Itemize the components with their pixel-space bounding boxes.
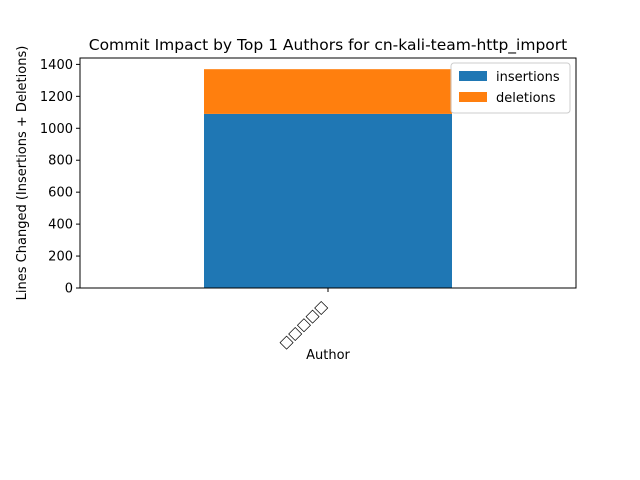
y-tick-label: 1000 [40,122,73,137]
y-axis-label: Lines Changed (Insertions + Deletions) [15,46,30,301]
legend-label-insertions: insertions [496,70,560,85]
y-tick-label: 600 [48,186,73,201]
y-tick-label: 1400 [40,58,73,73]
y-tick-label: 1200 [40,90,73,105]
x-axis-label: Author [306,348,350,363]
y-tick-label: 400 [48,218,73,233]
legend-swatch-insertions [459,71,487,81]
bar-deletions-0 [204,69,452,114]
bars-layer [204,69,452,289]
legend-swatch-deletions [459,92,487,102]
legend: insertions deletions [450,62,571,114]
y-tick-label: 200 [48,250,73,265]
y-axis-ticks: 0 200 400 600 800 1000 1200 1400 [40,58,80,297]
chart-title: Commit Impact by Top 1 Authors for cn-ka… [89,36,567,55]
y-tick-label: 800 [48,154,73,169]
legend-label-deletions: deletions [496,91,556,106]
bar-insertions-0 [204,113,452,289]
y-tick-label: 0 [65,282,73,297]
